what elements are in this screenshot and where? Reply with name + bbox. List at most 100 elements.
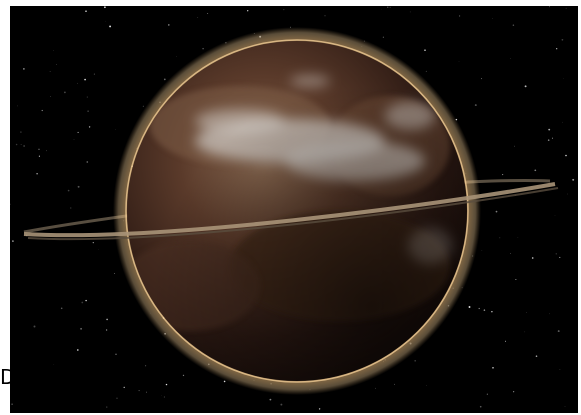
star (76, 349, 79, 351)
star (176, 56, 177, 57)
star (10, 203, 11, 205)
star (98, 249, 99, 250)
star (70, 207, 72, 209)
star (515, 279, 517, 280)
star (56, 64, 57, 65)
star (41, 109, 43, 112)
star (77, 131, 79, 133)
star (114, 273, 115, 274)
star (115, 353, 117, 355)
star (163, 396, 165, 398)
star (559, 369, 561, 370)
star (20, 144, 22, 145)
star (86, 96, 88, 98)
star (513, 391, 515, 393)
star (76, 82, 78, 84)
star (60, 307, 63, 310)
star (46, 150, 47, 152)
edge-glyph: D (0, 365, 10, 389)
star (556, 48, 558, 50)
star (105, 329, 108, 331)
star (33, 325, 36, 328)
star (526, 312, 527, 313)
star (182, 374, 185, 377)
star (551, 137, 554, 139)
star (483, 309, 486, 311)
star (375, 387, 376, 389)
star (531, 257, 534, 259)
star (510, 252, 511, 254)
star (145, 365, 147, 367)
star (535, 355, 538, 358)
star (50, 95, 51, 97)
star (459, 15, 461, 17)
star (557, 330, 560, 333)
star (562, 121, 563, 123)
star (52, 50, 54, 51)
star (572, 178, 575, 181)
star (524, 85, 527, 88)
planet-illustration (10, 6, 575, 413)
star (88, 126, 91, 128)
star (495, 210, 498, 213)
star (167, 24, 170, 26)
star (458, 61, 460, 62)
star (36, 173, 38, 175)
star (197, 16, 199, 18)
star (142, 105, 144, 107)
star (425, 70, 427, 72)
star (23, 145, 25, 147)
star (105, 20, 107, 22)
star (146, 391, 147, 393)
star (38, 155, 40, 157)
space-scene (10, 6, 578, 413)
star (555, 253, 557, 255)
star (106, 406, 108, 408)
star (564, 405, 566, 407)
star (93, 73, 95, 75)
star (424, 49, 426, 52)
star (563, 78, 564, 79)
star (565, 7, 567, 9)
star (15, 143, 18, 146)
star (20, 131, 22, 133)
star (492, 366, 494, 369)
star (559, 256, 561, 258)
star (202, 47, 204, 50)
star (548, 128, 551, 131)
star (38, 148, 40, 150)
star (81, 301, 84, 304)
star (53, 364, 55, 365)
star (163, 78, 166, 81)
star (524, 331, 526, 333)
star (85, 299, 87, 302)
star (12, 240, 14, 242)
star (512, 24, 515, 26)
star (510, 58, 511, 59)
star (23, 68, 25, 70)
star (414, 360, 416, 362)
star (565, 154, 567, 157)
star (387, 6, 389, 8)
star (67, 189, 70, 192)
star (92, 241, 94, 244)
star (382, 36, 384, 38)
star (549, 6, 551, 8)
star (517, 237, 519, 238)
star (504, 340, 507, 342)
star (64, 91, 66, 94)
star (547, 139, 550, 141)
star (85, 10, 87, 12)
star (86, 161, 89, 163)
star (478, 307, 480, 310)
star (49, 71, 51, 72)
star (280, 403, 283, 406)
star (109, 25, 112, 28)
star (77, 185, 80, 188)
planet-rim (125, 39, 469, 383)
ring (23, 182, 559, 241)
star (269, 398, 272, 401)
star (561, 38, 564, 41)
star (247, 10, 249, 12)
star (116, 397, 118, 399)
